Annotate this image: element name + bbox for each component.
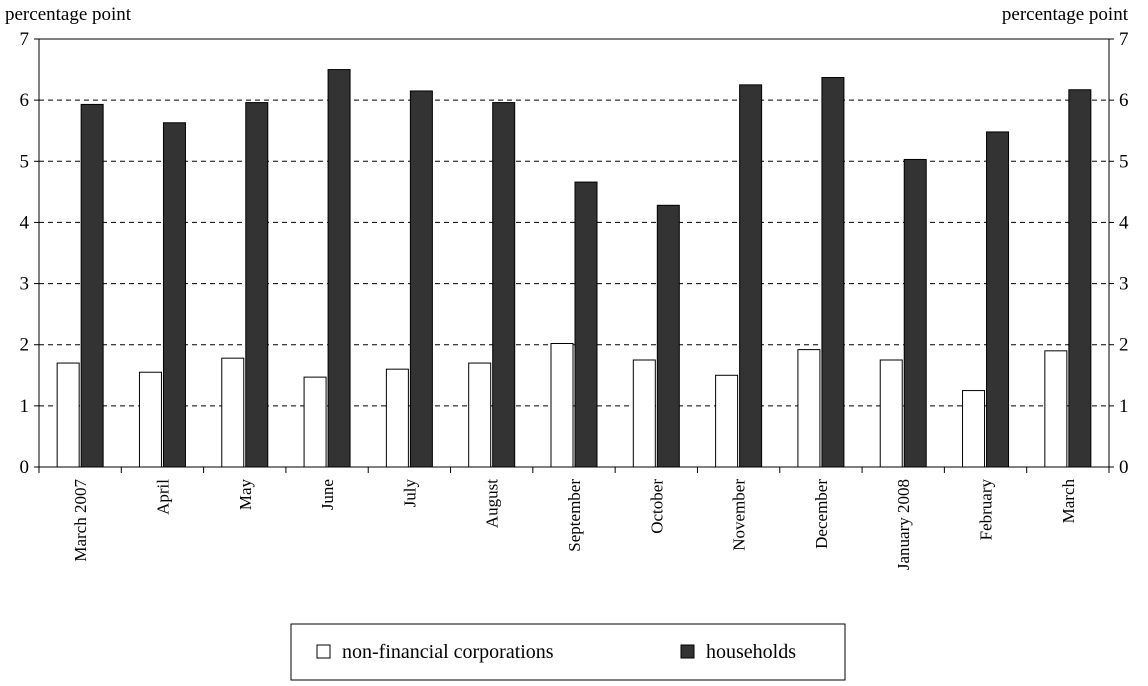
category-label-11: February <box>977 479 996 541</box>
bar-households-9 <box>821 77 845 468</box>
bar-households-8 <box>739 84 763 468</box>
bars <box>56 69 1092 468</box>
bar-non-financial-corporations-10 <box>879 359 903 468</box>
right-unit-label: percentage point <box>1002 4 1129 25</box>
right-tick-label-4: 4 <box>1119 212 1129 233</box>
category-label-8: November <box>730 479 749 551</box>
legend: non-financial corporations households <box>290 623 846 681</box>
category-label-4: July <box>400 479 419 508</box>
legend-label-households: households <box>706 641 796 663</box>
category-label-9: December <box>812 479 831 549</box>
bar-non-financial-corporations-2 <box>221 357 245 468</box>
bar-non-financial-corporations-9 <box>797 349 821 468</box>
bar-households-0 <box>80 103 104 468</box>
category-label-10: January 2008 <box>894 479 913 570</box>
gridlines <box>39 99 1109 407</box>
bar-households-1 <box>162 122 186 468</box>
category-label-2: May <box>236 479 255 511</box>
bar-non-financial-corporations-4 <box>385 368 409 468</box>
right-tick-label-3: 3 <box>1119 274 1129 295</box>
bar-non-financial-corporations-6 <box>550 342 574 468</box>
legend-box <box>290 623 846 681</box>
bar-non-financial-corporations-5 <box>468 362 492 468</box>
left-tick-label-0: 0 <box>20 457 30 478</box>
left-tick-label-7: 7 <box>20 29 30 50</box>
bar-non-financial-corporations-8 <box>715 374 739 468</box>
left-unit-label: percentage point <box>5 4 132 25</box>
right-tick-label-6: 6 <box>1119 90 1129 111</box>
category-label-5: August <box>483 479 502 528</box>
bar-non-financial-corporations-7 <box>632 359 656 468</box>
left-tick-label-6: 6 <box>20 90 30 111</box>
left-tick-label-4: 4 <box>20 212 30 233</box>
legend-label-non-financial-corporations: non-financial corporations <box>342 641 554 663</box>
right-tick-label-1: 1 <box>1119 396 1129 417</box>
bar-non-financial-corporations-3 <box>303 376 327 468</box>
category-label-1: April <box>153 479 172 515</box>
left-tick-label-1: 1 <box>20 396 30 417</box>
left-tick-label-5: 5 <box>20 151 30 172</box>
right-tick-label-5: 5 <box>1119 151 1129 172</box>
right-tick-label-2: 2 <box>1119 335 1129 356</box>
category-label-3: June <box>318 479 337 510</box>
plot-frame <box>38 38 1110 468</box>
left-tick-label-3: 3 <box>20 274 30 295</box>
legend-swatch-non-financial-corporations <box>316 644 331 659</box>
bar-households-5 <box>492 102 516 468</box>
category-label-0: March 2007 <box>71 479 90 562</box>
axes <box>34 38 1114 473</box>
right-tick-label-0: 0 <box>1119 457 1129 478</box>
category-label-12: March <box>1059 479 1078 524</box>
category-label-7: October <box>647 479 666 534</box>
bar-non-financial-corporations-0 <box>56 362 80 468</box>
labels: 0 0 1 1 2 2 3 3 4 4 5 5 6 6 7 7 March 2007 April May June Ju… <box>20 29 1130 570</box>
bar-households-3 <box>327 69 351 468</box>
bar-households-4 <box>409 90 433 468</box>
left-tick-label-2: 2 <box>20 335 30 356</box>
category-label-6: September <box>565 479 584 552</box>
bar-non-financial-corporations-1 <box>138 371 162 468</box>
bar-households-10 <box>903 158 927 468</box>
bar-households-2 <box>245 102 269 468</box>
bar-households-7 <box>656 204 680 468</box>
legend-swatch-households <box>680 644 695 659</box>
right-tick-label-7: 7 <box>1119 29 1129 50</box>
bar-households-6 <box>574 181 598 468</box>
bar-non-financial-corporations-12 <box>1044 350 1068 468</box>
bar-households-12 <box>1068 89 1092 468</box>
bar-households-11 <box>986 131 1010 468</box>
bar-non-financial-corporations-11 <box>962 390 986 468</box>
